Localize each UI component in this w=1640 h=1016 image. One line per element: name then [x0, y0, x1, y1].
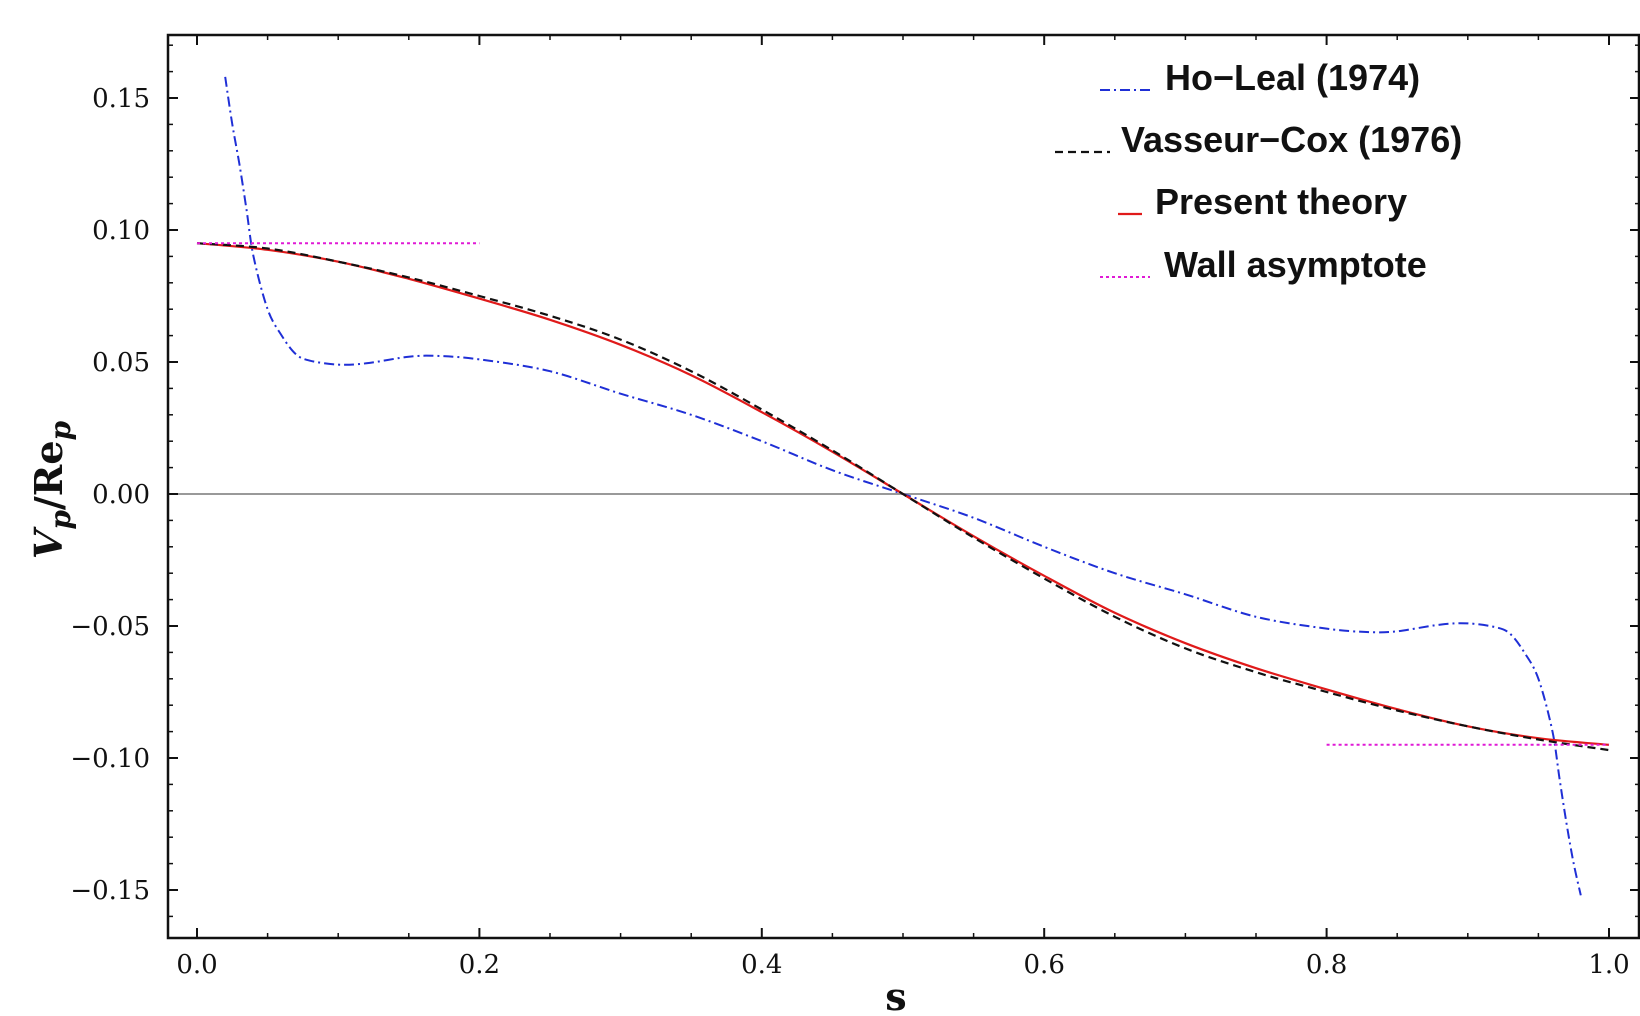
y-tick-label: −0.15: [70, 876, 150, 906]
legend-label-vasseur-cox: Vasseur−Cox (1976): [1121, 119, 1462, 160]
x-tick-label: 0.8: [1306, 950, 1347, 980]
y-tick-label: 0.10: [92, 216, 150, 246]
x-tick-label: 0.2: [459, 950, 500, 980]
y-axis-title-subscript-1: p: [44, 510, 77, 530]
legend-label-ho-leal: Ho−Leal (1974): [1165, 57, 1420, 98]
x-tick-label: 0.0: [176, 950, 217, 980]
x-tick-label: 0.6: [1024, 950, 1065, 980]
series-vasseur-cox: [196, 242, 1610, 752]
series-line-vasseur-cox: [196, 242, 1610, 752]
y-axis-title: Vp/Rep: [26, 420, 77, 559]
y-axis-title-mid: /Re: [26, 440, 71, 510]
y-axis-title-symbol: V: [26, 526, 71, 559]
legend-label-wall-asymptote: Wall asymptote: [1164, 244, 1427, 285]
y-tick-label: −0.05: [70, 612, 150, 642]
y-tick-label: 0.05: [92, 348, 150, 378]
plot-frame: [166, 33, 1640, 940]
y-tick-label: 0.00: [92, 480, 150, 510]
svg-text:Vp/Rep: Vp/Rep: [26, 420, 77, 559]
series-wall-asymptote: [197, 242, 1609, 746]
y-tick-label: −0.10: [70, 744, 150, 774]
x-tick-label: 0.4: [741, 950, 782, 980]
axes: 0.0 0.2 0.4 0.6 0.8 1.0 0.15 0.10 0.05 0.00 −0.05 −…: [70, 33, 1640, 980]
legend: Ho−Leal (1974) Vasseur−Cox (1976) Presen…: [1121, 57, 1462, 285]
x-axis-title: s: [885, 974, 906, 1016]
y-tick-label: 0.15: [92, 84, 150, 114]
x-tick-label: 1.0: [1588, 950, 1629, 980]
legend-label-present-theory: Present theory: [1155, 181, 1407, 222]
y-axis-title-subscript-2: p: [44, 420, 77, 440]
